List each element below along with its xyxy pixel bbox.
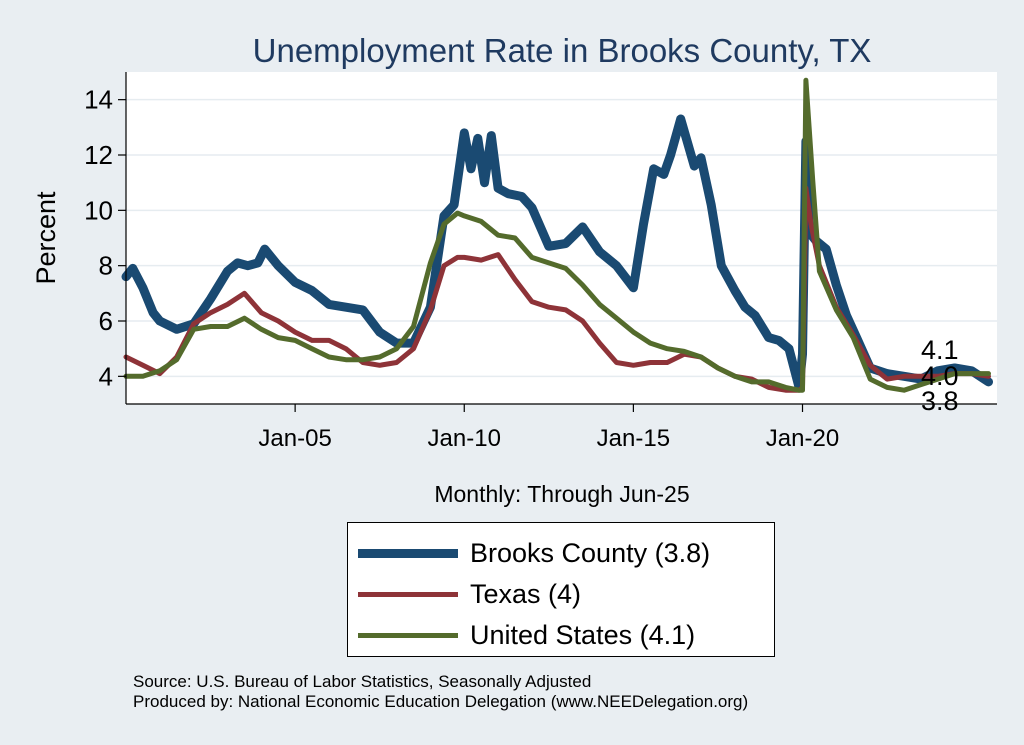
plot-area xyxy=(126,72,997,404)
y-tick-label-1: 6 xyxy=(99,306,113,336)
legend-item-brooks: Brooks County (3.8) xyxy=(358,533,710,573)
end-label-2: 3.8 xyxy=(921,386,959,416)
legend-swatch-texas xyxy=(358,591,458,597)
legend: Brooks County (3.8) Texas (4) United Sta… xyxy=(347,522,775,657)
x-tick-label-2: Jan-15 xyxy=(597,425,670,452)
y-tick-label-4: 12 xyxy=(84,140,113,170)
legend-label-us: United States (4.1) xyxy=(470,619,696,650)
x-tick-label-1: Jan-10 xyxy=(428,425,501,452)
end-label-0: 4.1 xyxy=(921,335,959,365)
y-tick-label-3: 10 xyxy=(84,195,113,225)
series-lines xyxy=(121,77,993,393)
legend-label-texas: Texas (4) xyxy=(470,578,582,609)
series-line-us xyxy=(123,77,991,393)
y-tick-label-2: 8 xyxy=(99,251,113,281)
producer-note: Produced by: National Economic Education… xyxy=(133,692,749,711)
y-ticks: 4 6 8 10 12 14 xyxy=(84,85,126,391)
x-axis-label: Monthly: Through Jun-25 xyxy=(434,481,689,507)
y-tick-label-0: 4 xyxy=(99,361,113,391)
end-labels: 4.14.03.8 xyxy=(921,335,959,416)
end-label-1: 4.0 xyxy=(921,361,959,391)
x-ticks: Jan-05 Jan-10 Jan-15 Jan-20 xyxy=(258,404,839,452)
source-note: Source: U.S. Bureau of Labor Statistics,… xyxy=(133,672,592,691)
y-tick-label-5: 14 xyxy=(84,85,113,115)
legend-item-us: United States (4.1) xyxy=(358,615,695,655)
x-tick-label-3: Jan-20 xyxy=(766,425,839,452)
chart-title: Unemployment Rate in Brooks County, TX xyxy=(253,32,872,69)
legend-label-brooks: Brooks County (3.8) xyxy=(470,537,711,568)
legend-swatch-brooks xyxy=(358,548,458,558)
y-axis-label: Percent xyxy=(31,191,61,285)
x-tick-label-0: Jan-05 xyxy=(258,425,331,452)
legend-item-texas: Texas (4) xyxy=(358,574,581,614)
legend-swatch-us xyxy=(358,632,458,638)
